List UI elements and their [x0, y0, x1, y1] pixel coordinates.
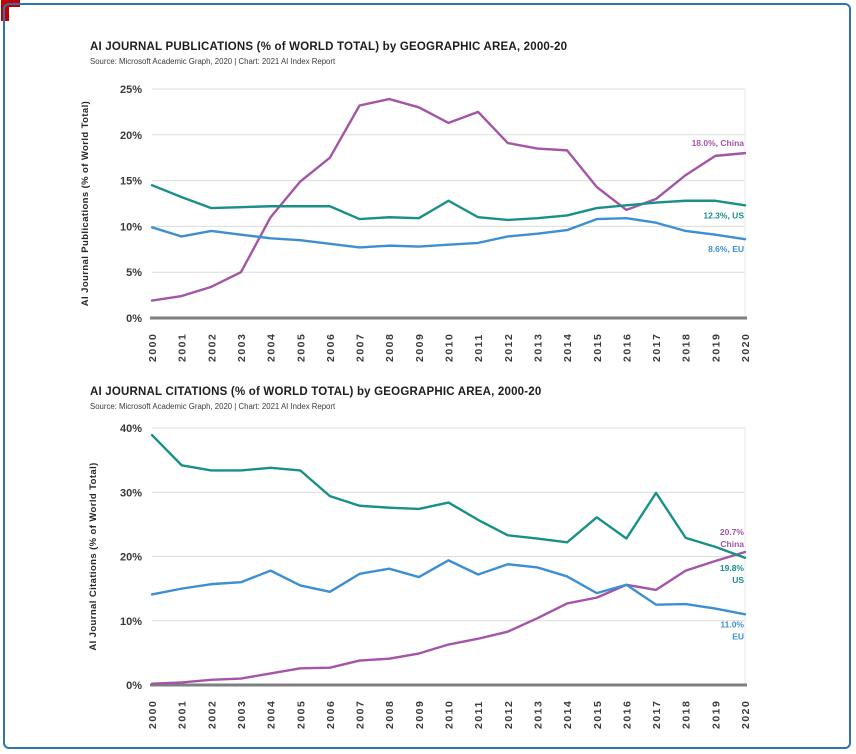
- x-tick-label: 2020: [740, 700, 752, 729]
- citations-end-label-us: US: [732, 575, 744, 585]
- x-tick-label: 2003: [236, 333, 248, 362]
- x-tick-label: 2007: [355, 700, 367, 729]
- x-tick-label: 2019: [710, 700, 722, 729]
- x-tick-label: 2003: [236, 700, 248, 729]
- x-tick-label: 2013: [532, 333, 544, 362]
- y-tick-label: 40%: [120, 423, 142, 435]
- citations-end-label-eu: EU: [732, 631, 744, 641]
- publications-end-label-eu: 8.6%, EU: [708, 244, 744, 254]
- x-tick-label: 2019: [710, 333, 722, 362]
- x-tick-label: 2020: [740, 333, 752, 362]
- citations-y-axis-title: AI Journal Citations (% of World Total): [88, 462, 99, 650]
- x-tick-label: 2015: [592, 700, 604, 729]
- citations-line-china: [150, 550, 747, 685]
- x-tick-label: 2013: [532, 700, 544, 729]
- citations-end-label-us: 19.8%: [720, 563, 745, 573]
- x-tick-label: 2004: [266, 333, 278, 362]
- x-tick-label: 2005: [295, 700, 307, 729]
- citations-chart-title: AI JOURNAL CITATIONS (% of WORLD TOTAL) …: [90, 386, 542, 398]
- y-tick-label: 25%: [120, 84, 142, 96]
- x-tick-label: 2017: [651, 333, 663, 362]
- y-tick-label: 0%: [126, 313, 142, 325]
- x-tick-label: 2001: [177, 700, 189, 729]
- x-tick-label: 2008: [384, 333, 396, 362]
- x-tick-label: 2016: [621, 333, 633, 362]
- y-tick-label: 30%: [120, 487, 142, 499]
- x-tick-label: 2002: [206, 700, 218, 729]
- y-tick-label: 20%: [120, 130, 142, 142]
- x-tick-label: 2007: [355, 333, 367, 362]
- x-tick-label: 2014: [562, 700, 574, 729]
- x-tick-label: 2000: [147, 333, 159, 362]
- publications-y-axis-title: AI Journal Publications (% of World Tota…: [80, 101, 91, 306]
- x-tick-label: 2001: [177, 333, 189, 362]
- x-tick-label: 2006: [325, 333, 337, 362]
- x-tick-label: 2016: [621, 700, 633, 729]
- y-tick-label: 5%: [126, 267, 142, 279]
- x-tick-label: 2005: [295, 333, 307, 362]
- x-tick-label: 2009: [414, 333, 426, 362]
- publications-chart-source: Source: Microsoft Academic Graph, 2020 |…: [90, 57, 336, 66]
- x-tick-label: 2018: [681, 700, 693, 729]
- publications-line-us: [150, 183, 747, 222]
- x-tick-label: 2010: [444, 700, 456, 729]
- x-tick-label: 2012: [503, 700, 515, 729]
- citations-end-label-china: 20.7%: [720, 527, 745, 537]
- x-tick-label: 2017: [651, 700, 663, 729]
- citations-plot: 0% 10% 20% 30% 40% 2000 2001 2002 2003 2004 2005 20…: [120, 423, 752, 729]
- x-tick-label: 2015: [592, 333, 604, 362]
- x-tick-label: 2011: [473, 333, 485, 362]
- y-tick-label: 15%: [120, 176, 142, 188]
- x-tick-label: 2011: [473, 700, 485, 729]
- x-tick-label: 2008: [384, 700, 396, 729]
- y-tick-label: 10%: [120, 221, 142, 233]
- x-tick-label: 2014: [562, 333, 574, 362]
- x-tick-label: 2006: [325, 700, 337, 729]
- x-tick-label: 2004: [266, 700, 278, 729]
- x-tick-label: 2018: [681, 333, 693, 362]
- y-tick-label: 20%: [120, 552, 142, 564]
- x-tick-label: 2012: [503, 333, 515, 362]
- publications-end-label-china: 18.0%, China: [692, 138, 745, 148]
- publications-line-eu: [150, 216, 747, 249]
- citations-end-label-eu: 11.0%: [720, 619, 744, 629]
- x-tick-label: 2009: [414, 700, 426, 729]
- x-tick-label: 2000: [147, 700, 159, 729]
- publications-plot: 0% 5% 10% 15% 20% 25% 2000 2001 2002 2003 2004 2005…: [120, 84, 752, 362]
- publications-end-label-us: 12.3%, US: [703, 210, 744, 220]
- publications-chart-title: AI JOURNAL PUBLICATIONS (% of WORLD TOTA…: [90, 41, 568, 53]
- citations-line-us: [150, 433, 747, 559]
- x-tick-label: 2002: [206, 333, 218, 362]
- y-tick-label: 10%: [120, 616, 142, 628]
- citations-chart-source: Source: Microsoft Academic Graph, 2020 |…: [90, 402, 336, 411]
- citations-line-eu: [150, 559, 747, 616]
- x-tick-label: 2010: [444, 333, 456, 362]
- y-tick-label: 0%: [126, 680, 142, 692]
- citations-end-label-china: China: [720, 539, 744, 549]
